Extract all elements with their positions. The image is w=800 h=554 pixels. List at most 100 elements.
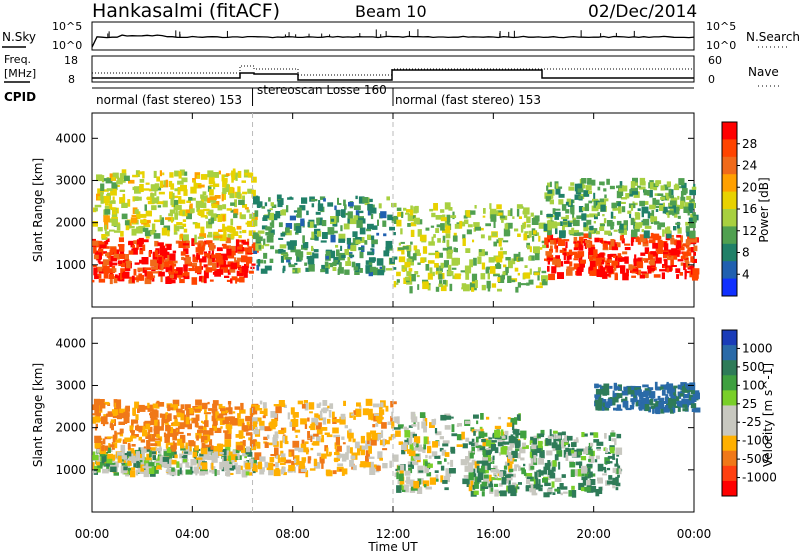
echo-cell: [498, 237, 504, 241]
echo-cell: [520, 283, 527, 286]
echo-cell: [116, 415, 122, 420]
echo-cell: [167, 442, 174, 446]
echo-cell: [339, 469, 342, 472]
echo-cell: [586, 463, 593, 468]
echo-cell: [213, 235, 220, 239]
echo-cell: [602, 473, 607, 476]
echo-cell: [157, 242, 164, 246]
echo-cell: [123, 411, 127, 419]
echo-cell: [468, 484, 473, 492]
echo-cell: [263, 260, 267, 264]
echo-cell: [410, 205, 413, 214]
echo-cell: [404, 276, 410, 281]
echo-cell: [208, 209, 214, 216]
echo-cell: [131, 248, 136, 251]
echo-cell: [485, 269, 490, 274]
echo-cell: [407, 251, 411, 257]
echo-cell: [494, 429, 501, 438]
echo-cell: [128, 250, 134, 255]
echo-cell: [546, 220, 550, 227]
echo-cell: [549, 248, 553, 253]
echo-cell: [174, 188, 178, 192]
echo-cell: [685, 239, 691, 246]
echo-cell: [494, 489, 499, 497]
echo-cell: [229, 193, 235, 199]
echo-cell: [287, 197, 294, 200]
echo-cell: [156, 201, 164, 205]
echo-cell: [200, 226, 205, 235]
echo-cell: [182, 223, 187, 227]
echo-cell: [487, 463, 491, 471]
echo-cell: [397, 424, 404, 429]
echo-cell: [228, 460, 232, 468]
echo-cell: [465, 437, 470, 442]
echo-cell: [574, 450, 581, 458]
echo-cell: [618, 201, 621, 209]
echo-cell: [634, 388, 639, 396]
noise-panel-frame: [91, 21, 695, 51]
echo-cell: [625, 193, 630, 199]
echo-cell: [128, 221, 132, 229]
echo-cell: [214, 469, 217, 477]
echo-cell: [242, 241, 249, 245]
echo-cell: [670, 238, 675, 242]
echo-cell: [570, 182, 575, 186]
echo-cell: [200, 266, 203, 270]
echo-cell: [580, 456, 587, 461]
echo-cell: [108, 256, 111, 264]
echo-cell: [254, 210, 259, 217]
echo-cell: [242, 436, 245, 439]
echo-cell: [444, 280, 448, 287]
echo-cell: [156, 176, 160, 182]
echo-cell: [226, 208, 232, 211]
echo-cell: [135, 196, 142, 201]
echo-cell: [306, 210, 309, 216]
echo-cell: [220, 426, 223, 429]
echo-cell: [470, 210, 476, 215]
echo-cell: [204, 420, 209, 428]
echo-cell: [316, 422, 322, 430]
echo-cell: [389, 258, 395, 264]
echo-cell: [449, 468, 456, 474]
echo-cell: [310, 199, 318, 202]
echo-cell: [435, 251, 440, 259]
echo-cell: [169, 253, 176, 261]
echo-cell: [213, 183, 220, 187]
echo-cell: [330, 218, 335, 222]
echo-cell: [256, 201, 263, 208]
echo-cell: [233, 208, 239, 215]
echo-cell: [544, 192, 550, 199]
echo-cell: [169, 459, 172, 468]
echo-cell: [370, 430, 377, 435]
echo-cell: [230, 172, 234, 176]
echo-cell: [246, 220, 253, 227]
echo-cell: [355, 210, 360, 217]
echo-cell: [545, 196, 551, 202]
echo-cell: [615, 458, 618, 466]
echo-cell: [402, 246, 409, 250]
echo-cell: [159, 215, 162, 220]
echo-cell: [472, 451, 475, 454]
echo-cell: [571, 490, 577, 498]
echo-cell: [118, 179, 126, 183]
echo-cell: [663, 265, 667, 269]
echo-cell: [315, 211, 321, 215]
colorbar-swatch: [722, 156, 737, 175]
echo-cell: [507, 417, 511, 420]
colorbar-tick-label: -1000: [742, 471, 777, 485]
echo-cell: [287, 412, 290, 420]
echo-cell: [685, 261, 690, 268]
echo-cell: [403, 427, 409, 432]
echo-cell: [92, 240, 99, 246]
echo-cell: [232, 231, 239, 236]
echo-cell: [546, 244, 549, 248]
echo-cell: [655, 252, 658, 258]
echo-cell: [595, 253, 601, 260]
echo-cell: [322, 407, 329, 412]
echo-cell: [131, 277, 138, 281]
echo-cell: [456, 434, 462, 441]
echo-cell: [196, 252, 200, 260]
echo-cell: [666, 226, 671, 231]
echo-cell: [222, 214, 225, 222]
echo-cell: [242, 422, 245, 430]
